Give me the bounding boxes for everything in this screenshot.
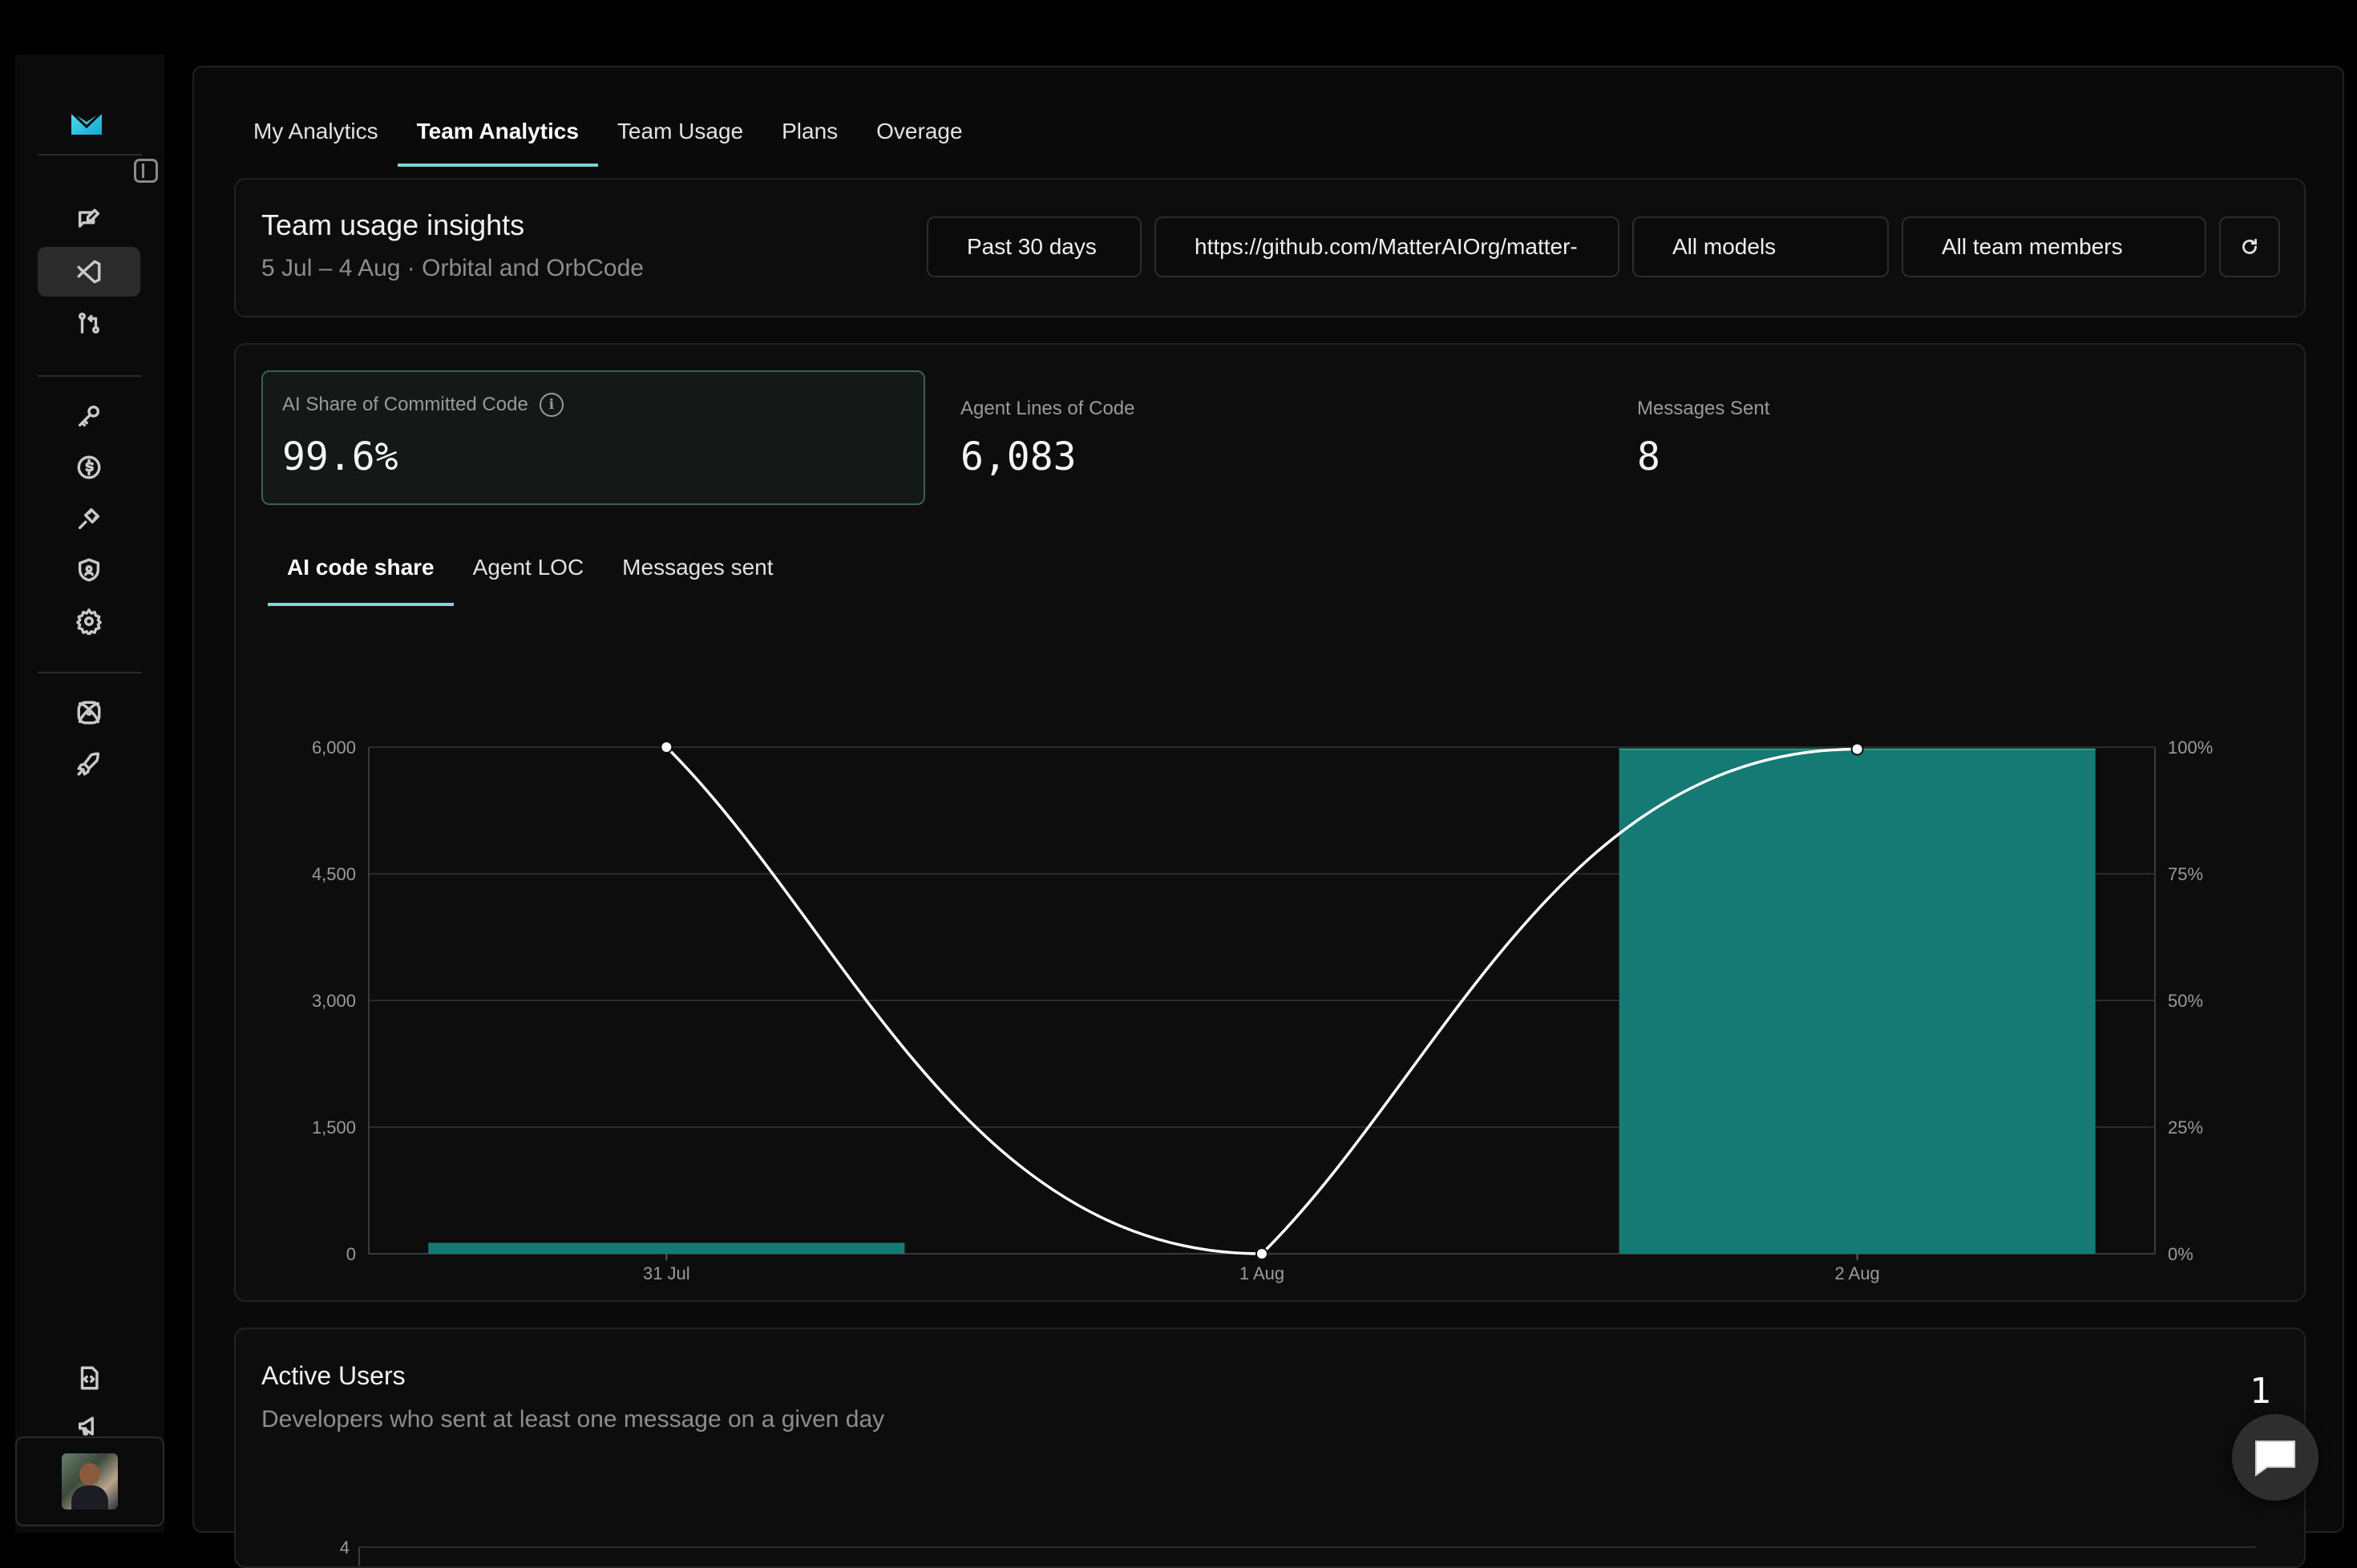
chat-edit-icon	[78, 208, 100, 228]
sidebar-item-vscode[interactable]	[38, 247, 140, 297]
sidebar-item-deploy[interactable]	[38, 739, 140, 789]
repo-select[interactable]: https://github.com/MatterAIOrg/matter-	[1154, 216, 1619, 277]
user-profile[interactable]	[15, 1437, 164, 1526]
sidebar-item-billing[interactable]	[38, 443, 140, 492]
tab-team-usage[interactable]: Team Usage	[617, 119, 744, 143]
right-axis-tick: 100%	[2168, 738, 2213, 758]
insights-subtitle: 5 Jul – 4 Aug · Orbital and OrbCode	[261, 255, 644, 281]
metric-ai-share-value: 99.6%	[282, 434, 398, 479]
sidebar-item-models[interactable]	[38, 688, 140, 738]
metric-messages-value: 8	[1637, 434, 1660, 479]
left-axis-tick: 0	[346, 1244, 356, 1264]
sidebar-item-security[interactable]	[38, 545, 140, 595]
sidebar	[15, 55, 164, 1533]
notification-count: 1	[2250, 1371, 2271, 1412]
ai-code-share-chart: 0 1,500 3,000 4,500 6,000 0% 25% 50% 75% 100% 31 J…	[312, 738, 2213, 1283]
plug-icon	[78, 507, 100, 530]
gear-icon	[76, 608, 102, 635]
vscode-icon	[77, 260, 101, 284]
x-axis-tick: 2 Aug	[1835, 1263, 1880, 1283]
left-axis-tick: 3,000	[312, 991, 356, 1011]
code-file-icon	[80, 1366, 99, 1390]
x-axis-tick: 1 Aug	[1239, 1263, 1284, 1283]
sidebar-divider	[38, 672, 142, 673]
sidebar-item-chat[interactable]	[38, 196, 140, 245]
main-panel: My Analytics Team Analytics Team Usage P…	[192, 66, 2344, 1568]
metric-agent-loc-label: Agent Lines of Code	[960, 398, 1135, 419]
refresh-button[interactable]	[2219, 216, 2280, 277]
active-users-title: Active Users	[261, 1361, 406, 1390]
tab-team-analytics[interactable]: Team Analytics	[397, 103, 599, 167]
tab-my-analytics[interactable]: My Analytics	[253, 119, 378, 143]
insights-title: Team usage insights	[261, 208, 525, 241]
tab-plans[interactable]: Plans	[782, 119, 839, 143]
sidebar-item-docs[interactable]	[38, 1353, 140, 1403]
bar-agent-code	[1619, 750, 2096, 1254]
metric-agent-loc-value: 6,083	[960, 434, 1077, 479]
insights-header-card: Team usage insights 5 Jul – 4 Aug · Orbi…	[234, 178, 2306, 317]
right-axis-tick: 25%	[2168, 1117, 2203, 1138]
rocket-icon	[77, 752, 100, 776]
analytics-tabs: My Analytics Team Analytics Team Usage P…	[234, 103, 982, 167]
key-icon	[78, 405, 100, 427]
tab-messages-sent[interactable]: Messages sent	[622, 555, 774, 580]
left-axis-tick: 1,500	[312, 1117, 356, 1138]
bar-agent-code	[428, 1243, 905, 1254]
ai-share-point	[1255, 1247, 1268, 1260]
period-select[interactable]: Past 30 days	[927, 216, 1142, 277]
models-select[interactable]: All models	[1632, 216, 1889, 277]
pull-request-icon	[78, 312, 100, 334]
dollar-circle-icon	[77, 455, 101, 479]
sidebar-divider	[38, 154, 142, 156]
refresh-icon	[2242, 238, 2257, 254]
sidebar-divider	[38, 375, 142, 377]
ai-share-point	[1850, 742, 1864, 756]
sidebar-toggle-icon[interactable]	[134, 159, 158, 183]
right-axis-tick: 0%	[2168, 1244, 2193, 1264]
metric-ai-share-card[interactable]	[261, 370, 925, 505]
right-axis-tick: 50%	[2168, 991, 2203, 1011]
members-select[interactable]: All team members	[1902, 216, 2206, 277]
active-users-subtitle: Developers who sent at least one message…	[261, 1406, 885, 1433]
atom-icon	[77, 701, 101, 725]
active-users-axis-tick: 4	[340, 1538, 350, 1558]
tab-ai-code-share[interactable]: AI code share	[268, 537, 454, 606]
shield-icon	[78, 558, 100, 582]
sidebar-item-support[interactable]	[38, 1401, 140, 1451]
sidebar-item-integrations[interactable]	[38, 494, 140, 544]
sidebar-item-pull-requests[interactable]	[38, 298, 140, 348]
x-axis-tick: 31 Jul	[643, 1263, 690, 1283]
metrics-chart-card: AI Share of Committed Code i 99.6% Agent…	[234, 343, 2306, 1302]
sidebar-item-settings[interactable]	[38, 596, 140, 646]
app-logo-icon[interactable]	[67, 103, 107, 143]
right-axis-tick: 75%	[2168, 864, 2203, 884]
metric-messages-label: Messages Sent	[1637, 398, 1770, 419]
active-users-card: Active Users Developers who sent at leas…	[234, 1328, 2306, 1568]
avatar[interactable]	[62, 1453, 118, 1509]
megaphone-icon	[78, 1416, 94, 1436]
tab-agent-loc[interactable]: Agent LOC	[472, 555, 584, 580]
chat-widget-button[interactable]	[2232, 1414, 2319, 1501]
metric-ai-share-label-text: AI Share of Committed Code	[282, 394, 528, 415]
metric-ai-share-label: AI Share of Committed Code i	[282, 393, 564, 417]
sidebar-item-keys[interactable]	[38, 391, 140, 441]
chat-bubble-icon	[2255, 1441, 2295, 1477]
ai-share-point	[660, 741, 673, 754]
chart-tabs: AI code share Agent LOC Messages sent	[268, 537, 793, 606]
left-axis-tick: 6,000	[312, 738, 356, 758]
tab-overage[interactable]: Overage	[876, 119, 963, 143]
info-icon[interactable]: i	[539, 393, 564, 417]
left-axis-tick: 4,500	[312, 864, 356, 884]
active-users-chart: 4	[340, 1538, 2256, 1566]
